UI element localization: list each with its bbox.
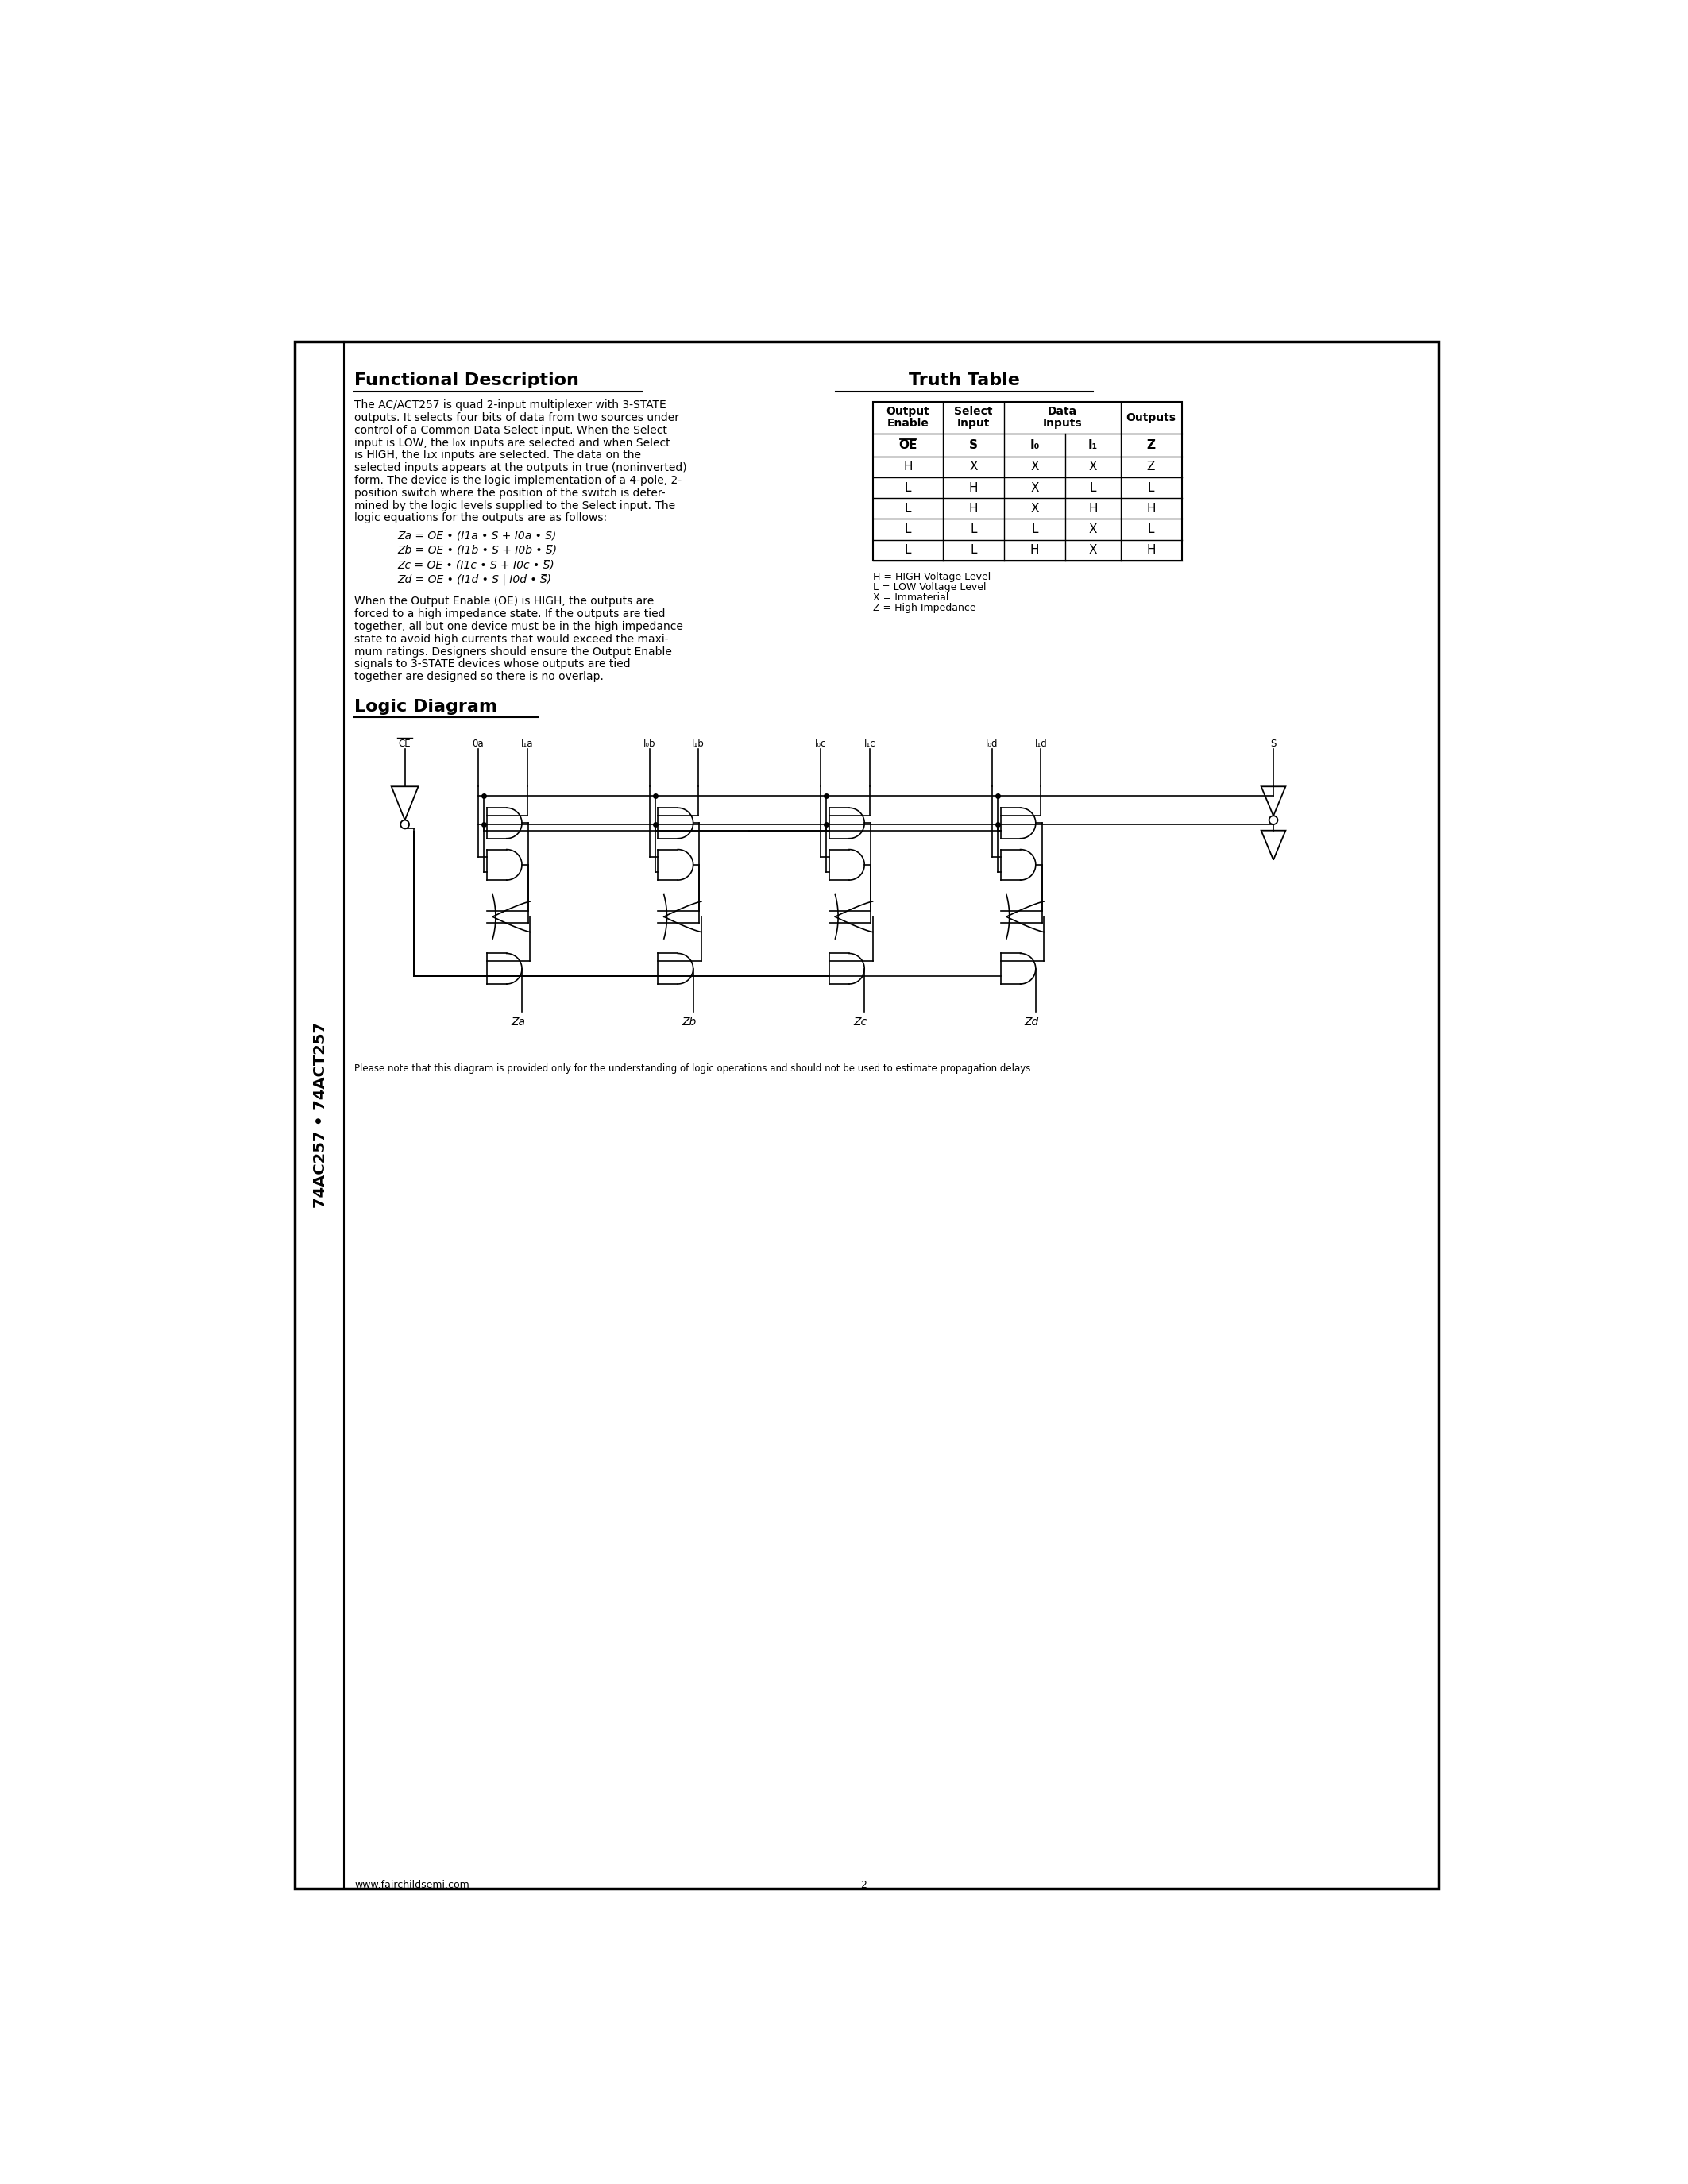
Text: L: L: [1148, 524, 1155, 535]
Text: Input: Input: [957, 417, 991, 428]
Text: L: L: [905, 544, 912, 557]
Text: H: H: [903, 461, 913, 474]
Text: H = HIGH Voltage Level: H = HIGH Voltage Level: [873, 572, 991, 581]
Text: X: X: [1031, 502, 1040, 515]
Text: H: H: [1089, 502, 1097, 515]
Text: X: X: [1089, 524, 1097, 535]
Text: Za = OE • (I1a • S + I0a • S̅): Za = OE • (I1a • S + I0a • S̅): [397, 531, 557, 542]
Text: S: S: [1271, 738, 1276, 749]
Text: Za: Za: [511, 1016, 525, 1026]
Text: I₁c: I₁c: [864, 738, 876, 749]
Text: Select: Select: [954, 406, 993, 417]
Text: Functional Description: Functional Description: [354, 371, 579, 389]
Text: I₁a: I₁a: [522, 738, 533, 749]
Bar: [873, 402, 1182, 561]
Text: selected inputs appears at the outputs in true (noninverted): selected inputs appears at the outputs i…: [354, 463, 687, 474]
Text: forced to a high impedance state. If the outputs are tied: forced to a high impedance state. If the…: [354, 609, 665, 620]
Text: signals to 3-STATE devices whose outputs are tied: signals to 3-STATE devices whose outputs…: [354, 660, 631, 670]
Text: L: L: [971, 524, 977, 535]
Text: www.fairchildsemi.com: www.fairchildsemi.com: [354, 1880, 469, 1889]
Text: together, all but one device must be in the high impedance: together, all but one device must be in …: [354, 620, 684, 631]
Text: L: L: [1031, 524, 1038, 535]
Text: Zc = OE • (I1c • S + I0c • S̅): Zc = OE • (I1c • S + I0c • S̅): [397, 559, 554, 570]
Text: H: H: [1146, 502, 1156, 515]
Text: together are designed so there is no overlap.: together are designed so there is no ove…: [354, 670, 604, 681]
Text: I₀d: I₀d: [986, 738, 998, 749]
Text: I₀b: I₀b: [643, 738, 655, 749]
Text: Outputs: Outputs: [1126, 413, 1177, 424]
Text: Z: Z: [1146, 439, 1155, 450]
Text: I₁d: I₁d: [1035, 738, 1047, 749]
Text: Output: Output: [886, 406, 930, 417]
Text: Z: Z: [1146, 461, 1155, 474]
Text: form. The device is the logic implementation of a 4-pole, 2-: form. The device is the logic implementa…: [354, 474, 682, 487]
Text: L: L: [905, 483, 912, 494]
Text: mined by the logic levels supplied to the Select input. The: mined by the logic levels supplied to th…: [354, 500, 675, 511]
Text: logic equations for the outputs are as follows:: logic equations for the outputs are as f…: [354, 513, 608, 524]
Text: S: S: [969, 439, 977, 450]
Text: mum ratings. Designers should ensure the Output Enable: mum ratings. Designers should ensure the…: [354, 646, 672, 657]
Text: I₀c: I₀c: [815, 738, 827, 749]
Text: Truth Table: Truth Table: [908, 371, 1020, 389]
Text: X: X: [1089, 544, 1097, 557]
Text: Data: Data: [1048, 406, 1077, 417]
Text: control of a Common Data Select input. When the Select: control of a Common Data Select input. W…: [354, 424, 667, 437]
Text: is HIGH, the I₁x inputs are selected. The data on the: is HIGH, the I₁x inputs are selected. Th…: [354, 450, 641, 461]
Text: Zb: Zb: [682, 1016, 697, 1026]
Text: state to avoid high currents that would exceed the maxi-: state to avoid high currents that would …: [354, 633, 668, 644]
Text: L: L: [1089, 483, 1096, 494]
Text: The AC/ACT257 is quad 2-input multiplexer with 3-STATE: The AC/ACT257 is quad 2-input multiplexe…: [354, 400, 667, 411]
Text: Z = High Impedance: Z = High Impedance: [873, 603, 976, 614]
Text: When the Output Enable (OE) is HIGH, the outputs are: When the Output Enable (OE) is HIGH, the…: [354, 596, 655, 607]
Text: Zd: Zd: [1025, 1016, 1040, 1026]
Text: L: L: [905, 502, 912, 515]
Text: L: L: [905, 524, 912, 535]
Text: Zc: Zc: [854, 1016, 868, 1026]
Text: CE: CE: [398, 738, 412, 749]
Text: X: X: [1089, 461, 1097, 474]
Text: OE: OE: [898, 439, 917, 450]
Text: Zb = OE • (I1b • S + I0b • S̅): Zb = OE • (I1b • S + I0b • S̅): [397, 544, 557, 555]
Text: 2: 2: [861, 1880, 866, 1889]
Text: X: X: [1031, 461, 1040, 474]
Text: L = LOW Voltage Level: L = LOW Voltage Level: [873, 581, 986, 592]
Text: Zd = OE • (I1d • S | I0d • S̅): Zd = OE • (I1d • S | I0d • S̅): [397, 574, 552, 585]
Bar: [295, 341, 1438, 1889]
Text: L: L: [1148, 483, 1155, 494]
Text: I₀: I₀: [1030, 439, 1040, 450]
Text: X: X: [1031, 483, 1040, 494]
Text: outputs. It selects four bits of data from two sources under: outputs. It selects four bits of data fr…: [354, 413, 680, 424]
Text: Logic Diagram: Logic Diagram: [354, 699, 498, 714]
Text: position switch where the position of the switch is deter-: position switch where the position of th…: [354, 487, 665, 498]
Text: H: H: [1030, 544, 1040, 557]
Text: X: X: [969, 461, 977, 474]
Text: 0a: 0a: [473, 738, 484, 749]
Text: H: H: [969, 483, 979, 494]
Text: H: H: [969, 502, 979, 515]
Text: I₁b: I₁b: [692, 738, 704, 749]
Text: X = Immaterial: X = Immaterial: [873, 592, 949, 603]
Text: Please note that this diagram is provided only for the understanding of logic op: Please note that this diagram is provide…: [354, 1064, 1035, 1075]
Text: Enable: Enable: [886, 417, 928, 428]
Text: I₁: I₁: [1089, 439, 1097, 450]
Text: input is LOW, the I₀x inputs are selected and when Select: input is LOW, the I₀x inputs are selecte…: [354, 437, 670, 448]
Text: L: L: [971, 544, 977, 557]
Text: H: H: [1146, 544, 1156, 557]
Text: Inputs: Inputs: [1043, 417, 1082, 428]
Text: 74AC257 • 74ACT257: 74AC257 • 74ACT257: [312, 1022, 327, 1208]
